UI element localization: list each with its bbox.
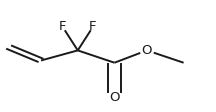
Text: F: F	[59, 20, 66, 33]
Text: F: F	[89, 20, 97, 33]
Text: O: O	[109, 91, 120, 104]
Text: O: O	[142, 44, 152, 57]
